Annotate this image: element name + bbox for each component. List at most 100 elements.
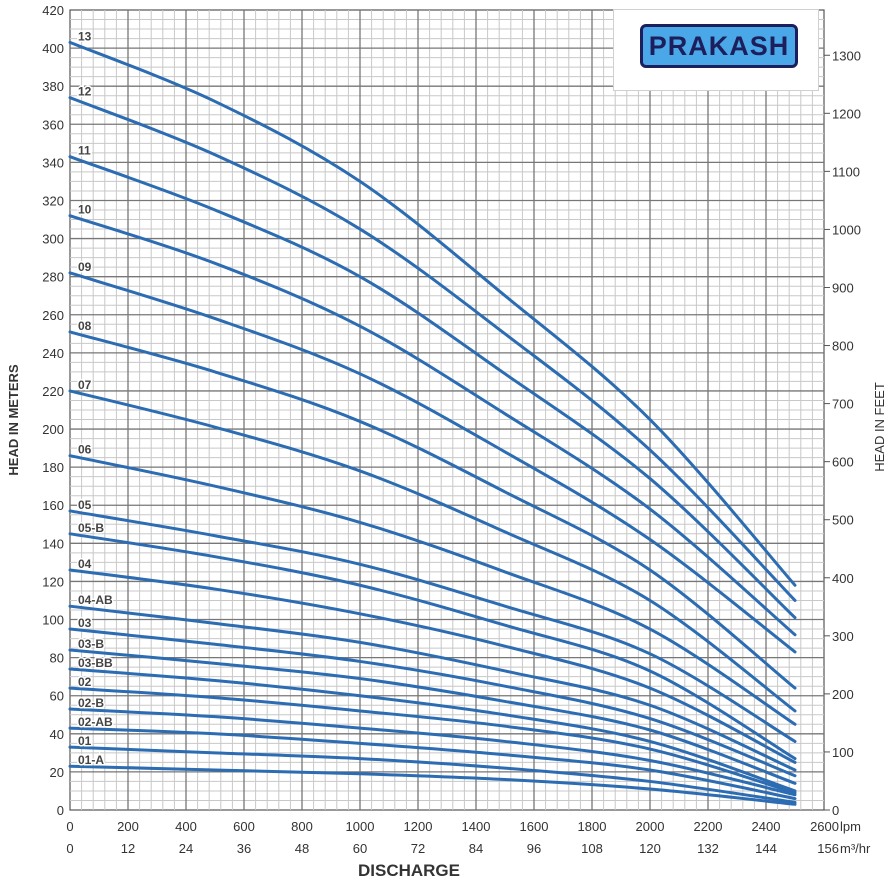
y-right-tick-label: 400	[832, 571, 854, 586]
series-line	[68, 707, 797, 797]
series-label: 05-B	[78, 521, 104, 535]
y-right-tick-label: 1000	[832, 222, 861, 237]
y-tick-label: 200	[42, 422, 64, 437]
y-right-tick-label: 700	[832, 397, 854, 412]
x-tick-label: 2200	[694, 819, 723, 834]
series-label: 03	[78, 616, 92, 630]
series-line	[68, 271, 797, 654]
series-label: 04	[78, 557, 92, 571]
x-tick-label-secondary: 84	[469, 841, 483, 856]
y-tick-label: 280	[42, 270, 64, 285]
x-tick-label: 400	[175, 819, 197, 834]
series-line	[68, 604, 797, 772]
y-tick-label: 160	[42, 498, 64, 513]
series-label: 05	[78, 498, 92, 512]
series-line	[68, 40, 797, 587]
chart-grid	[69, 9, 825, 811]
y-tick-label: 340	[42, 155, 64, 170]
series-label: 01	[78, 734, 92, 748]
y-tick-label: 140	[42, 536, 64, 551]
x-tick-label: 1200	[404, 819, 433, 834]
series-label: 08	[78, 319, 92, 333]
x-tick-label: 2000	[636, 819, 665, 834]
series-line	[68, 745, 797, 804]
y-right-tick-label: 0	[832, 803, 839, 818]
series-label: 02-B	[78, 696, 104, 710]
y-tick-label: 20	[50, 765, 64, 780]
x-tick-label: 200	[117, 819, 139, 834]
x-unit-label: lpm	[840, 819, 861, 834]
y-tick-label: 300	[42, 232, 64, 247]
x-tick-label-secondary: 24	[179, 841, 193, 856]
x-tick-label: 1000	[346, 819, 375, 834]
brand-logo: PRAKASH	[640, 24, 798, 68]
x-tick-label-secondary: 108	[581, 841, 603, 856]
series-label: 11	[78, 144, 91, 158]
y-tick-label: 120	[42, 574, 64, 589]
brand-panel: PRAKASH	[613, 9, 819, 91]
series-label: 04-AB	[78, 593, 113, 607]
x-unit-secondary-label: m³/hr	[840, 841, 871, 856]
x-tick-label-secondary: 132	[697, 841, 719, 856]
series-line	[68, 648, 797, 785]
y-tick-label: 320	[42, 193, 64, 208]
series-label: 01-A	[78, 753, 104, 767]
y-tick-label: 360	[42, 117, 64, 132]
y-tick-label: 180	[42, 460, 64, 475]
y-tick-label: 420	[42, 3, 64, 18]
series-line	[68, 568, 797, 764]
series-label: 03-B	[78, 637, 104, 651]
y-right-tick-label: 200	[832, 687, 854, 702]
x-tick-label-secondary: 144	[755, 841, 777, 856]
series-line	[68, 389, 797, 713]
x-tick-label-secondary: 120	[639, 841, 661, 856]
y-right-tick-label: 1200	[832, 106, 861, 121]
series-label: 03-BB	[78, 656, 113, 670]
x-tick-label: 2600	[810, 819, 839, 834]
y-right-tick-label: 1100	[832, 164, 860, 179]
series-line	[68, 454, 797, 726]
x-tick-label-secondary: 72	[411, 841, 425, 856]
y-tick-label: 400	[42, 41, 64, 56]
y-tick-label: 40	[50, 727, 64, 742]
series-label: 09	[78, 260, 92, 274]
y-axis-ticks: 0 20 40 60 80 100 120 140 160 180 200 220 240 260 280 3…	[42, 3, 64, 818]
x-tick-label-secondary: 36	[237, 841, 251, 856]
y-right-tick-label: 900	[832, 280, 854, 295]
series-line	[68, 686, 797, 795]
y-tick-label: 220	[42, 384, 64, 399]
series-line	[68, 764, 797, 806]
series-line	[68, 532, 797, 761]
y-right-tick-label: 100	[832, 745, 854, 760]
x-axis-title: DISCHARGE	[358, 861, 460, 880]
x-tick-label: 1800	[578, 819, 607, 834]
y-tick-label: 260	[42, 308, 64, 323]
x-tick-label-secondary: 48	[295, 841, 309, 856]
x-tick-label: 800	[291, 819, 313, 834]
series-label: 07	[78, 378, 92, 392]
series-label: 10	[78, 203, 92, 217]
x-tick-label-secondary: 12	[121, 841, 135, 856]
chart-series	[68, 40, 797, 806]
y-tick-label: 240	[42, 346, 64, 361]
x-tick-label-secondary: 96	[527, 841, 541, 856]
y-right-axis-title: HEAD IN FEET	[872, 382, 887, 472]
y-right-tick-label: 1300	[832, 48, 861, 63]
y-axis-title: HEAD IN METERS	[6, 364, 21, 476]
x-tick-label: 0	[66, 819, 73, 834]
series-labels: 13 12 11 10 09 08 07 06 05 05-B 04 04-AB 03 03-B 03-BB…	[77, 28, 115, 769]
y-right-axis-ticks: 0 100 200 300 400 500 600 700 800 900 1000 1100 1200…	[824, 48, 861, 818]
series-label: 13	[78, 29, 92, 43]
y-right-tick-label: 800	[832, 339, 854, 354]
x-tick-label-secondary: 156	[817, 841, 839, 856]
series-label: 02	[78, 675, 92, 689]
y-tick-label: 60	[50, 689, 64, 704]
y-tick-label: 100	[42, 613, 64, 628]
series-line	[68, 330, 797, 690]
brand-logo-text: PRAKASH	[648, 30, 790, 61]
x-tick-label-secondary: 60	[353, 841, 367, 856]
x-tick-label: 1400	[462, 819, 491, 834]
y-right-tick-label: 600	[832, 455, 854, 470]
y-tick-label: 380	[42, 79, 64, 94]
